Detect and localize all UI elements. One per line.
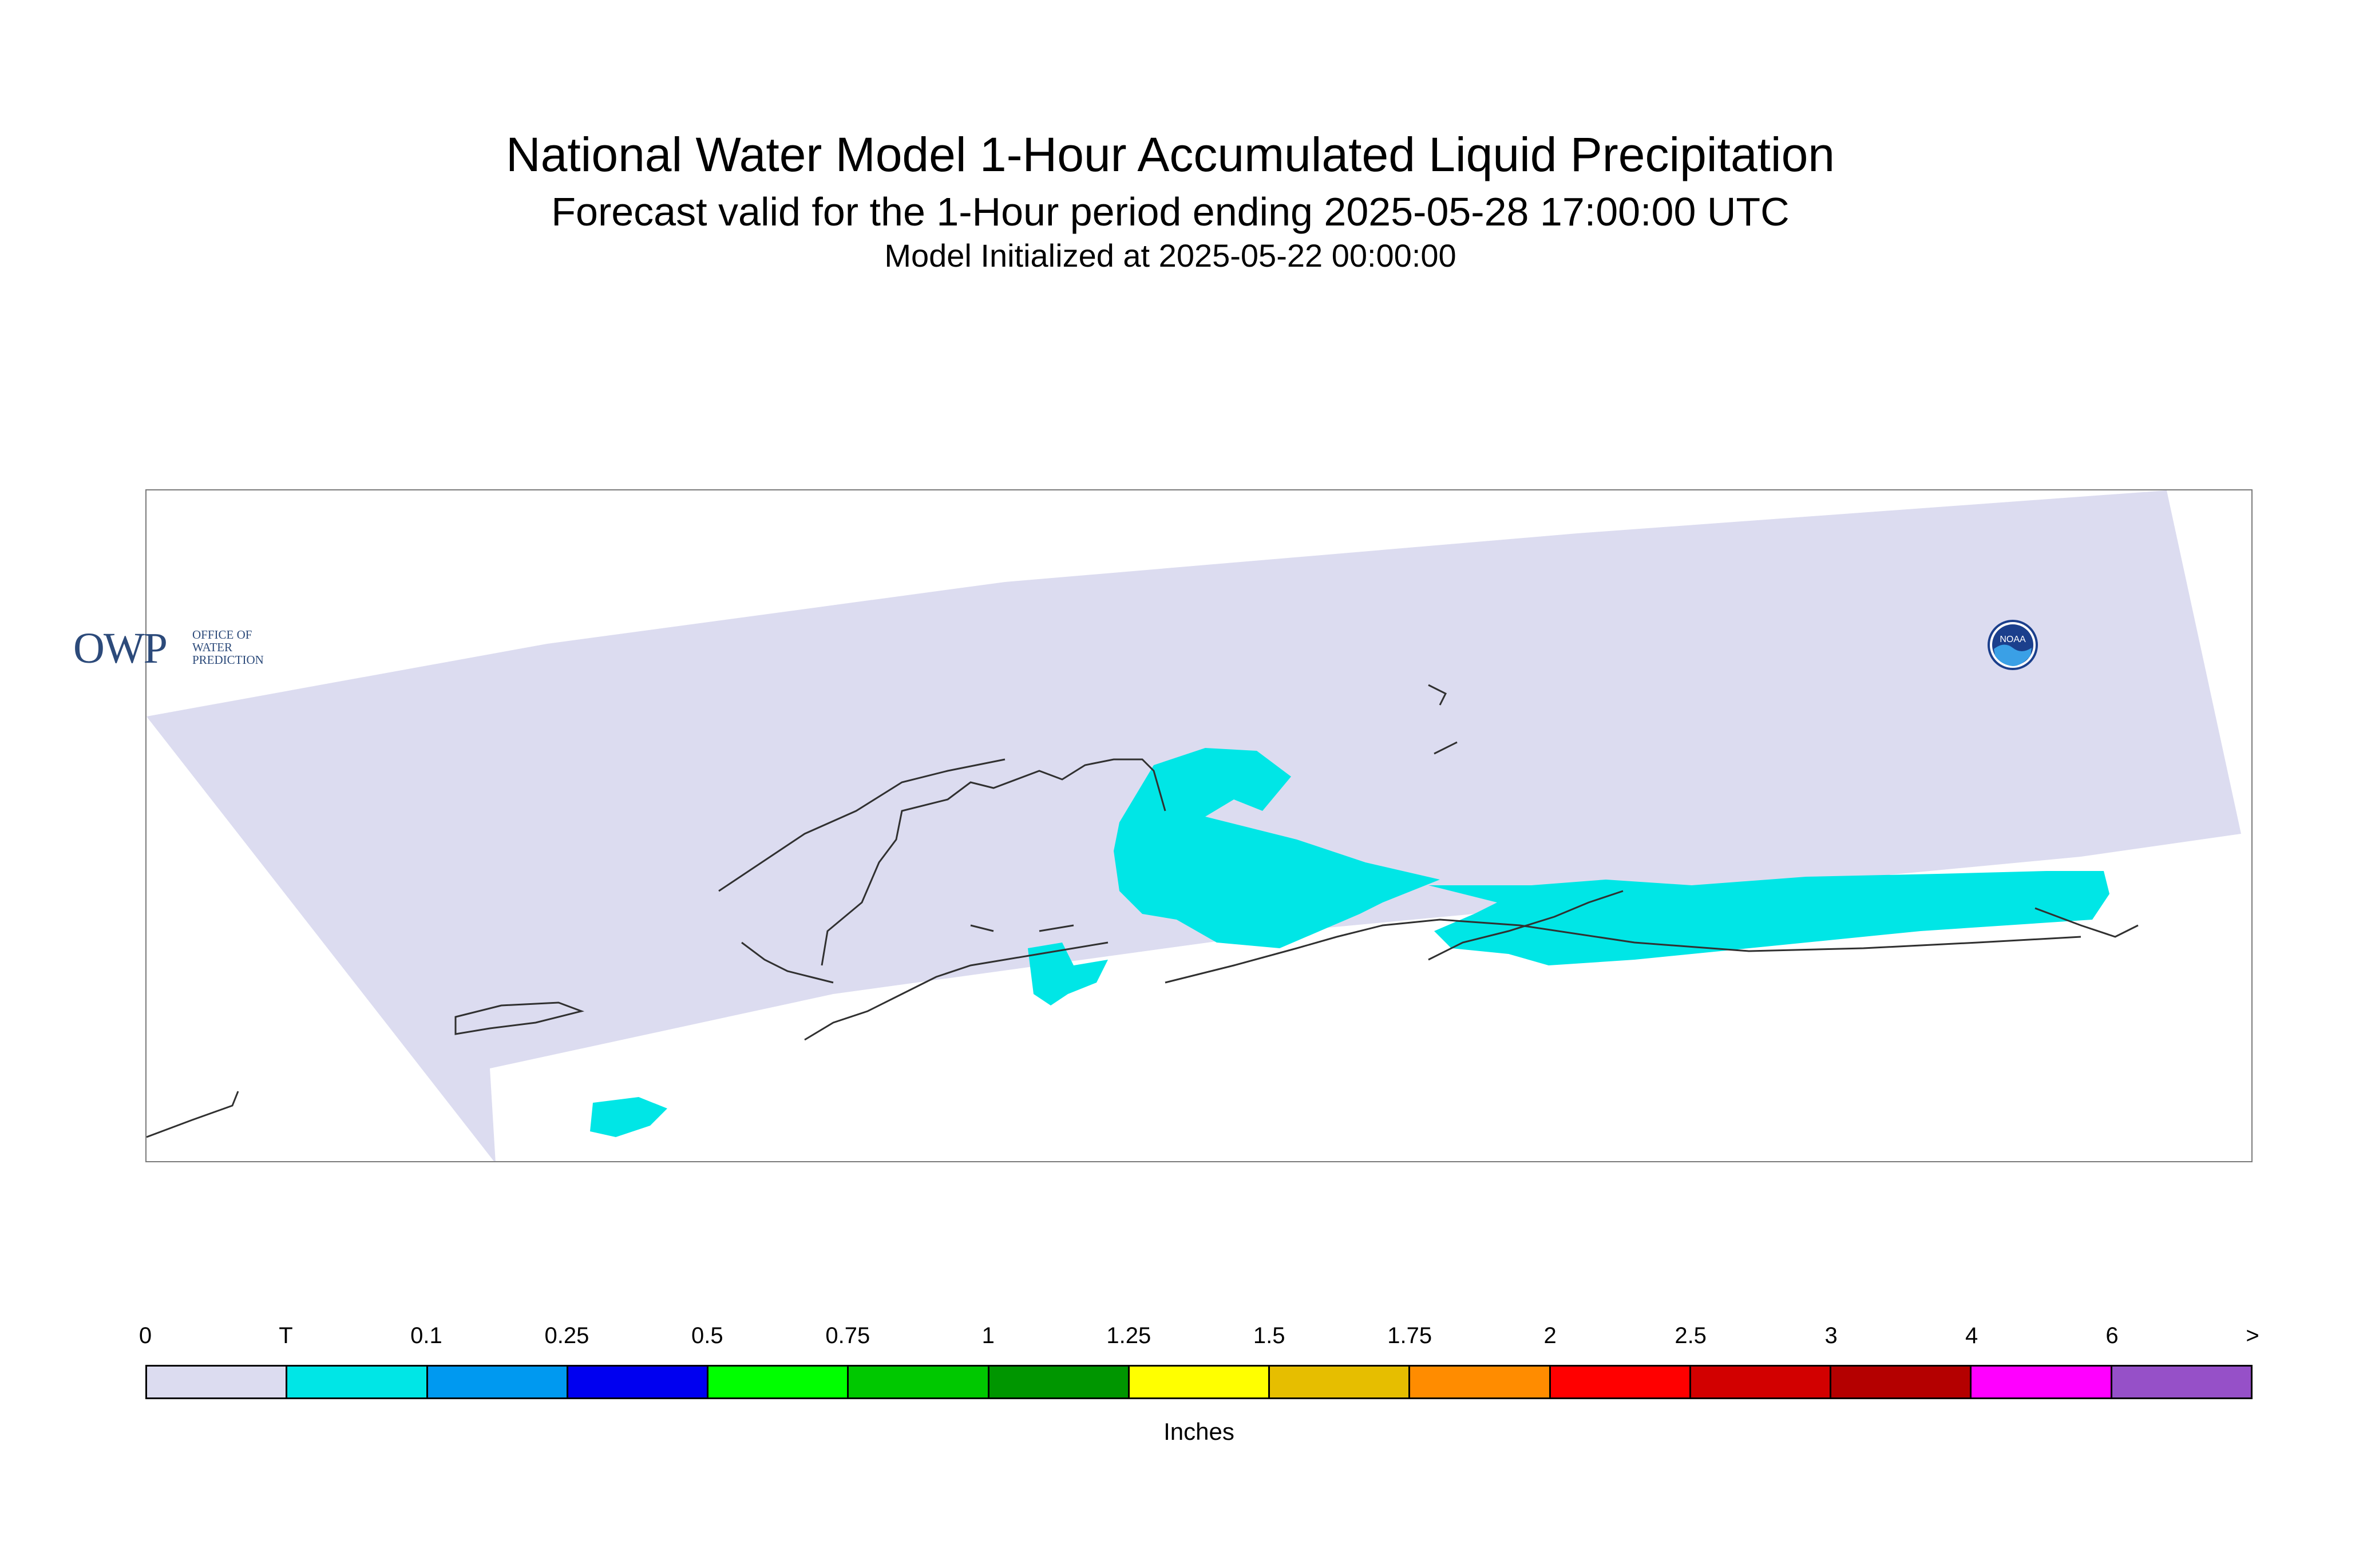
map-canvas — [147, 490, 2251, 1161]
legend-tick-label: 3 — [1824, 1323, 1838, 1348]
colorbar-cell — [287, 1367, 428, 1397]
legend-tick-label: 2 — [1543, 1323, 1557, 1348]
legend-tick-label: 6 — [2105, 1323, 2119, 1348]
legend-tick-label: > — [2246, 1323, 2259, 1348]
noaa-logo-text: NOAA — [2000, 635, 2026, 644]
coastline-northwest — [718, 758, 1006, 892]
colorbar-cell — [989, 1367, 1130, 1397]
colorbar-cell — [568, 1367, 709, 1397]
legend-labels: 0 T 0.1 0.25 0.5 0.75 1 1.25 1.5 1.75 2 2.5 3 4 6 > — [139, 1323, 2259, 1357]
map-subtitle: Forecast valid for the 1-Hour period end… — [551, 189, 1790, 234]
colorbar-cell — [1550, 1367, 1691, 1397]
colorbar-cell — [849, 1367, 989, 1397]
coastline-west — [454, 1001, 585, 1035]
model-init-time: Model Initialized at 2025-05-22 00:00:00 — [884, 237, 1456, 274]
legend-tick-label: 1.75 — [1387, 1323, 1432, 1348]
colorbar-cell — [1410, 1367, 1551, 1397]
legend-tick-label: 1.25 — [1106, 1323, 1151, 1348]
owp-logo-line1: OFFICE OF — [192, 628, 252, 642]
legend-tick-label: T — [279, 1323, 293, 1348]
legend-tick-label: 1 — [981, 1323, 995, 1348]
coastline-mainland — [821, 758, 1166, 966]
coastline-far-east — [2034, 907, 2139, 938]
coastline-small-islands — [970, 684, 1458, 932]
legend-tick-label: 4 — [1965, 1323, 1978, 1348]
coastline-alaska-peninsula — [804, 941, 1109, 1041]
colorbar-cell — [147, 1367, 288, 1397]
colorbar-cell — [1831, 1367, 1972, 1397]
coastline-south-arc — [1165, 918, 2081, 984]
precip-colorbar — [145, 1365, 2253, 1399]
coastline-bay — [741, 941, 834, 984]
coastline-southwest — [147, 1091, 239, 1138]
precip-area-peninsula — [1028, 943, 1108, 1005]
legend-tick-label: 2.5 — [1675, 1323, 1707, 1348]
coastline-island-chain — [1428, 890, 1624, 961]
owp-logo-line3: PREDICTION — [192, 653, 264, 667]
legend-tick-label: 1.5 — [1253, 1323, 1285, 1348]
coastlines — [147, 684, 2139, 1138]
legend-units: Inches — [1163, 1418, 1234, 1445]
colorbar-cell — [1129, 1367, 1270, 1397]
owp-logo: OWP OFFICE OF WATER PREDICTION — [73, 624, 264, 675]
precip-area-central — [1114, 748, 1440, 948]
colorbar-cell — [1972, 1367, 2112, 1397]
legend-tick-label: 0.25 — [544, 1323, 589, 1348]
precip-area-east — [1428, 871, 2109, 965]
map-panel — [145, 489, 2253, 1162]
legend-tick-label: 0.5 — [691, 1323, 723, 1348]
owp-logo-line2: WATER — [192, 640, 232, 654]
owp-logo-mark: OWP — [73, 624, 168, 672]
noaa-logo: NOAA — [1988, 620, 2038, 670]
colorbar-cell — [428, 1367, 568, 1397]
map-title: National Water Model 1-Hour Accumulated … — [505, 128, 1835, 181]
legend-tick-label: 0.75 — [825, 1323, 870, 1348]
precip-area-southwest — [590, 1097, 667, 1137]
colorbar-cell — [1691, 1367, 1832, 1397]
colorbar-cell — [1270, 1367, 1411, 1397]
trace-precip-areas — [590, 748, 2109, 1137]
legend-tick-label: 0 — [138, 1323, 152, 1348]
outside-domain-bottom — [505, 885, 2251, 1161]
colorbar-cell — [2112, 1367, 2251, 1397]
colorbar-cell — [708, 1367, 849, 1397]
legend-tick-label: 0.1 — [410, 1323, 442, 1348]
